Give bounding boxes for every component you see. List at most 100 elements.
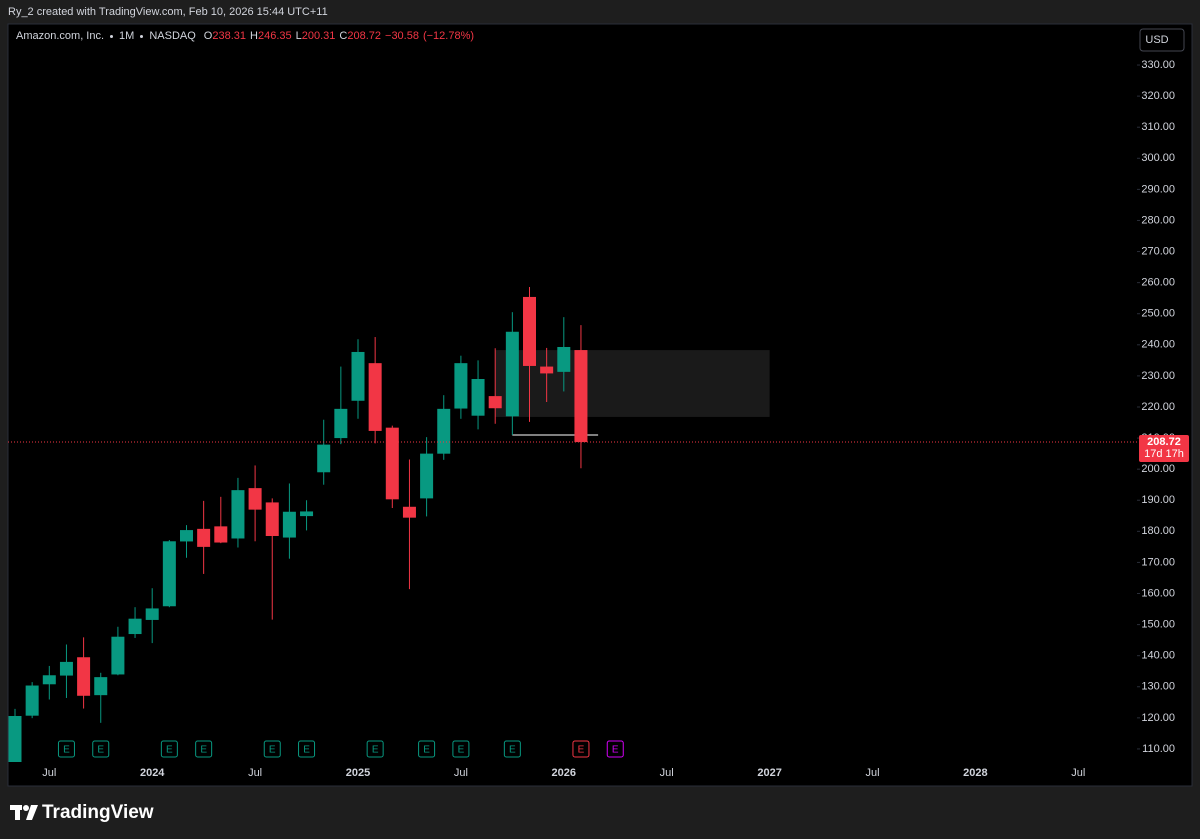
y-tick-label: 250.00 <box>1141 308 1175 320</box>
ohlc: O238.31 H246.35 L200.31 C208.72 <box>200 30 381 42</box>
x-tick-label: 2027 <box>757 767 781 779</box>
candle-body <box>540 366 554 374</box>
currency-button[interactable] <box>1139 28 1185 52</box>
candle-body <box>282 511 296 538</box>
candle-body <box>523 296 536 366</box>
event-marker <box>195 740 213 758</box>
candle-body <box>488 396 502 409</box>
event-label: E <box>200 745 207 756</box>
y-tick-label: 220.00 <box>1141 401 1175 413</box>
exchange: NASDAQ <box>149 30 196 42</box>
candle-body <box>471 379 485 416</box>
y-tick-label: 120.00 <box>1141 712 1175 724</box>
y-tick-label: 110.00 <box>1142 743 1175 755</box>
candle-body <box>420 453 434 499</box>
x-tick-label: 2028 <box>963 767 987 779</box>
candle-body <box>351 351 365 401</box>
event-label: E <box>63 745 70 756</box>
event-label: E <box>166 745 173 756</box>
logo <box>10 805 38 820</box>
candle-body <box>557 346 571 372</box>
ohlc-label: L <box>295 30 302 42</box>
candle-body <box>265 502 279 536</box>
y-tick-label: 320.00 <box>1141 90 1175 102</box>
event-marker <box>160 740 178 758</box>
ohlc-label: H <box>250 30 258 42</box>
event-marker <box>572 740 590 758</box>
event-label: E <box>509 745 516 756</box>
candle-body <box>505 331 519 417</box>
event-marker <box>503 740 521 758</box>
change-pct: (−12.78%) <box>422 30 475 42</box>
ohlc-label: C <box>339 30 348 42</box>
ohlc-value: 208.72 <box>347 30 382 42</box>
y-tick-label: 260.00 <box>1141 277 1175 289</box>
y-tick-label: 140.00 <box>1141 650 1175 662</box>
y-tick-label: 330.00 <box>1141 59 1175 71</box>
candle-body <box>231 490 245 539</box>
candle-body <box>385 427 399 500</box>
event-label: E <box>269 745 276 756</box>
candle-body <box>317 444 331 473</box>
candle-body <box>42 675 56 685</box>
header-text: Ry_2 created with TradingView.com, Feb 1… <box>8 6 328 18</box>
event-marker <box>606 740 624 758</box>
x-tick-label: Jul <box>660 767 674 779</box>
x-tick-label: Jul <box>248 767 262 779</box>
candle-body <box>128 618 142 635</box>
y-tick-label: 280.00 <box>1141 214 1175 226</box>
event-label: E <box>97 745 104 756</box>
candle-body <box>59 661 73 676</box>
last-price-badge <box>1139 435 1189 463</box>
candle-body <box>574 350 588 443</box>
candle-body <box>248 488 262 510</box>
event-marker <box>298 740 316 758</box>
event-label: E <box>423 745 430 756</box>
candle-body <box>454 363 468 409</box>
x-tick-label: Jul <box>42 767 56 779</box>
candle-body <box>145 608 159 620</box>
y-tick-label: 290.00 <box>1141 183 1175 195</box>
event-label: E <box>578 745 585 756</box>
ohlc-label: O <box>203 30 213 42</box>
x-tick-label: 2025 <box>346 767 370 779</box>
y-tick-label: 200.00 <box>1141 463 1175 475</box>
x-tick-label: 2026 <box>552 767 576 779</box>
event-label: E <box>612 745 619 756</box>
candle-body <box>111 636 125 675</box>
candle-body <box>214 526 228 543</box>
x-tick-label: 2024 <box>140 767 165 779</box>
y-tick-label: 130.00 <box>1141 681 1175 693</box>
event-marker <box>263 740 281 758</box>
candle-body <box>334 408 348 439</box>
x-tick-label: Jul <box>1071 767 1085 779</box>
countdown-label: 17d 17h <box>1144 448 1184 460</box>
axes: 110.00 120.00 130.00 140.00 150.00 160.00 170.… <box>42 59 1189 779</box>
y-tick-label: 150.00 <box>1141 619 1175 631</box>
candle-body <box>197 528 211 547</box>
candle-body <box>437 408 451 454</box>
ohlc-value: 238.31 <box>212 30 247 42</box>
legend: Amazon.com, Inc. 1M NASDAQ O238.31 H246.3… <box>16 30 474 42</box>
y-tick-label: 270.00 <box>1141 245 1175 257</box>
zone-rectangle <box>495 350 770 417</box>
candle-body <box>94 677 108 696</box>
candle-body <box>180 530 193 542</box>
y-tick-label: 300.00 <box>1141 152 1175 164</box>
event-label: E <box>303 745 310 756</box>
last-price-label: 208.72 <box>1147 436 1181 448</box>
change: −30.58 <box>385 30 419 42</box>
y-tick-label: 190.00 <box>1141 494 1175 506</box>
interval: 1M <box>119 30 135 42</box>
candle-body <box>8 715 22 762</box>
ohlc-value: 246.35 <box>257 30 292 42</box>
event-marker <box>452 740 470 758</box>
currency: USD <box>1145 34 1168 46</box>
brand: TradingView <box>42 802 154 823</box>
chart-panel <box>7 23 1193 787</box>
y-tick-label: 310.00 <box>1141 121 1175 133</box>
x-tick-label: Jul <box>865 767 879 779</box>
